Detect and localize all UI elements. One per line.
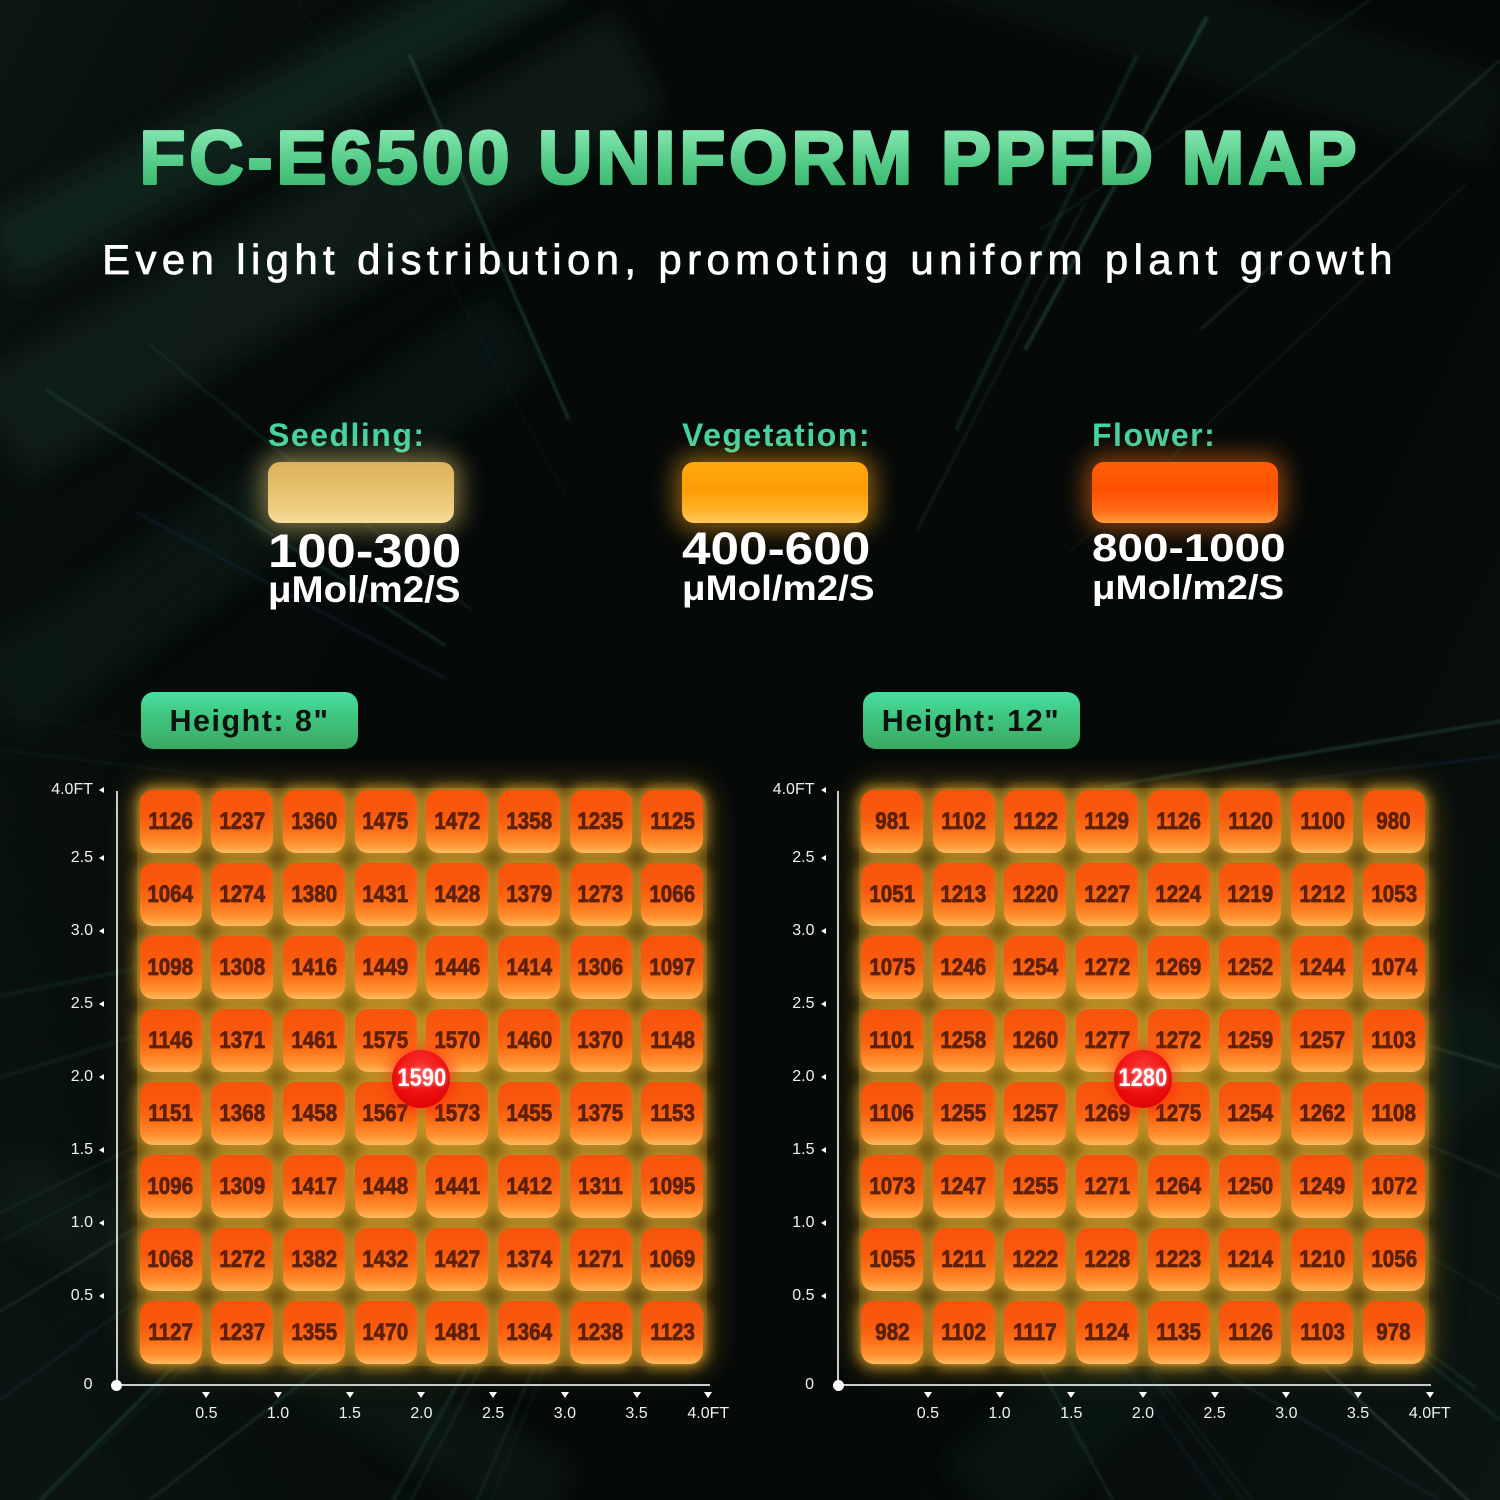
svg-text:FC-E6500 UNIFORM PPFD MAP: FC-E6500 UNIFORM PPFD MAP — [140, 116, 1361, 200]
